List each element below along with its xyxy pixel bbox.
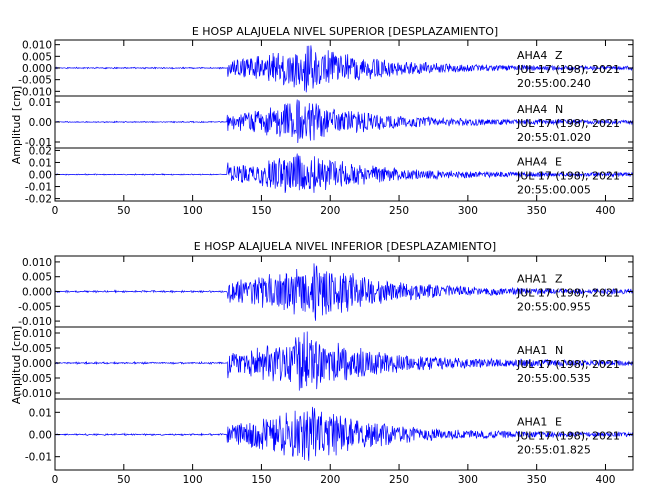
x-tick-label: 50 [117, 205, 130, 217]
date-label: JUL 17 (198), 2021 [516, 430, 620, 443]
x-tick-label: 400 [595, 205, 615, 217]
x-tick-label: 100 [183, 205, 203, 217]
y-tick-label: 0.000 [22, 358, 52, 370]
x-tick-label: 300 [458, 205, 478, 217]
trace-path [54, 99, 634, 144]
date-label: JUL 17 (198), 2021 [516, 287, 620, 300]
date-label: JUL 17 (198), 2021 [516, 170, 620, 183]
y-tick-label: 0.005 [22, 51, 52, 63]
seismogram-trace [54, 263, 634, 321]
trace-panel-aha1-z: -0.010 -0.005 0.000 0.005 0.010 AHA1 Z JUL 1… [18, 255, 634, 328]
date-label: JUL 17 (198), 2021 [516, 358, 620, 371]
y-tick-label: 0.000 [22, 63, 52, 75]
trace-path [54, 331, 634, 391]
component-label: N [555, 103, 563, 116]
chart-title-lower: E HOSP ALAJUELA NIVEL INFERIOR [DESPLAZA… [194, 240, 496, 253]
y-tick-label: 0.00 [29, 430, 52, 442]
station-component-label: AHA4 [517, 49, 547, 62]
station-component-label: AHA1 [517, 273, 547, 286]
panel-frame [54, 147, 634, 202]
x-axis-lower: 0 50 100 150 200 250 300 350 400 [52, 256, 615, 486]
x-tick-label: 250 [389, 474, 409, 486]
y-tick-label: -0.010 [18, 388, 52, 400]
x-tick-label: 0 [52, 474, 59, 486]
chart-lower: E HOSP ALAJUELA NIVEL INFERIOR [DESPLAZA… [10, 240, 634, 486]
component-label: N [555, 344, 563, 357]
y-tick-label: -0.01 [25, 182, 52, 194]
x-tick-label: 150 [251, 474, 271, 486]
y-tick-label: 0.01 [29, 407, 52, 419]
y-tick-label: 0.02 [29, 145, 52, 157]
y-tick-label: -0.02 [25, 194, 52, 206]
x-tick-label: 300 [458, 474, 478, 486]
date-label: JUL 17 (198), 2021 [516, 117, 620, 130]
chart-upper: E HOSP ALAJUELA NIVEL SUPERIOR [DESPLAZA… [10, 25, 634, 217]
station-component-label: AHA1 [517, 344, 547, 357]
time-label: 20:55:00.955 [517, 301, 591, 314]
station-component-label: AHA4 [517, 156, 547, 169]
time-label: 20:55:00.240 [517, 77, 591, 90]
y-tick-label: -0.010 [18, 86, 52, 98]
y-axis-label-lower: Amplitud [cm] [10, 326, 23, 404]
station-component-label: AHA4 [517, 103, 547, 116]
date-label: JUL 17 (198), 2021 [516, 63, 620, 76]
component-label: E [555, 156, 562, 169]
y-tick-label: -0.01 [25, 137, 52, 149]
seismogram-trace [54, 406, 634, 462]
time-label: 20:55:00.005 [517, 184, 591, 197]
trace-panel-aha4-e: -0.02-0.010.000.010.02 AHA4 E JUL 17 (19… [25, 145, 634, 206]
component-label: Z [555, 273, 563, 286]
y-tick-label: -0.005 [18, 301, 52, 313]
y-tick-label: -0.005 [18, 75, 52, 87]
y-tick-label: 0.010 [22, 40, 52, 52]
x-tick-label: 200 [320, 205, 340, 217]
y-tick-label: -0.005 [18, 373, 52, 385]
trace-path [54, 263, 634, 321]
seismogram-trace [54, 331, 634, 391]
x-tick-label: 350 [527, 474, 547, 486]
y-tick-label: 0.005 [22, 343, 52, 355]
x-tick-label: 0 [52, 205, 59, 217]
y-tick-label: 0.00 [29, 170, 52, 182]
component-label: Z [555, 49, 563, 62]
station-component-label: AHA1 [517, 416, 547, 429]
y-tick-label: 0.005 [22, 272, 52, 284]
x-tick-label: 100 [183, 474, 203, 486]
seismogram-trace [54, 153, 634, 193]
y-tick-label: 0.010 [22, 328, 52, 340]
time-label: 20:55:01.825 [517, 444, 591, 457]
trace-path [54, 45, 634, 93]
x-axis-upper: 0 50 100 150 200 250 300 350 400 [52, 40, 615, 217]
time-label: 20:55:00.535 [517, 372, 591, 385]
x-tick-label: 350 [527, 205, 547, 217]
component-label: E [555, 416, 562, 429]
x-tick-label: 50 [117, 474, 130, 486]
y-tick-label: -0.010 [18, 316, 52, 328]
trace-path [54, 153, 634, 193]
x-tick-label: 150 [251, 205, 271, 217]
trace-panel-aha1-n: -0.010 -0.005 0.000 0.005 0.010 AHA1 N JUL 1… [18, 326, 634, 400]
x-tick-label: 200 [320, 474, 340, 486]
y-tick-label: 0.000 [22, 287, 52, 299]
y-tick-label: 0.01 [29, 97, 52, 109]
trace-path [54, 406, 634, 462]
seismogram-trace [54, 99, 634, 144]
time-label: 20:55:01.020 [517, 131, 591, 144]
y-tick-label: 0.01 [29, 157, 52, 169]
y-tick-label: -0.01 [25, 452, 52, 464]
trace-panel-aha4-n: -0.010.000.01 AHA4 N JUL 17 (198), 2021 … [25, 95, 634, 149]
x-tick-label: 400 [595, 474, 615, 486]
chart-title-upper: E HOSP ALAJUELA NIVEL SUPERIOR [DESPLAZA… [192, 25, 498, 38]
y-tick-label: 0.010 [22, 257, 52, 269]
y-axis-label-upper: Amplitud [cm] [10, 86, 23, 164]
y-tick-label: 0.00 [29, 117, 52, 129]
trace-panel-aha1-e: -0.010.000.01 AHA1 E JUL 17 (198), 2021 … [25, 398, 634, 471]
panel-frame [54, 398, 634, 471]
x-tick-label: 250 [389, 205, 409, 217]
seismogram-trace [54, 45, 634, 93]
